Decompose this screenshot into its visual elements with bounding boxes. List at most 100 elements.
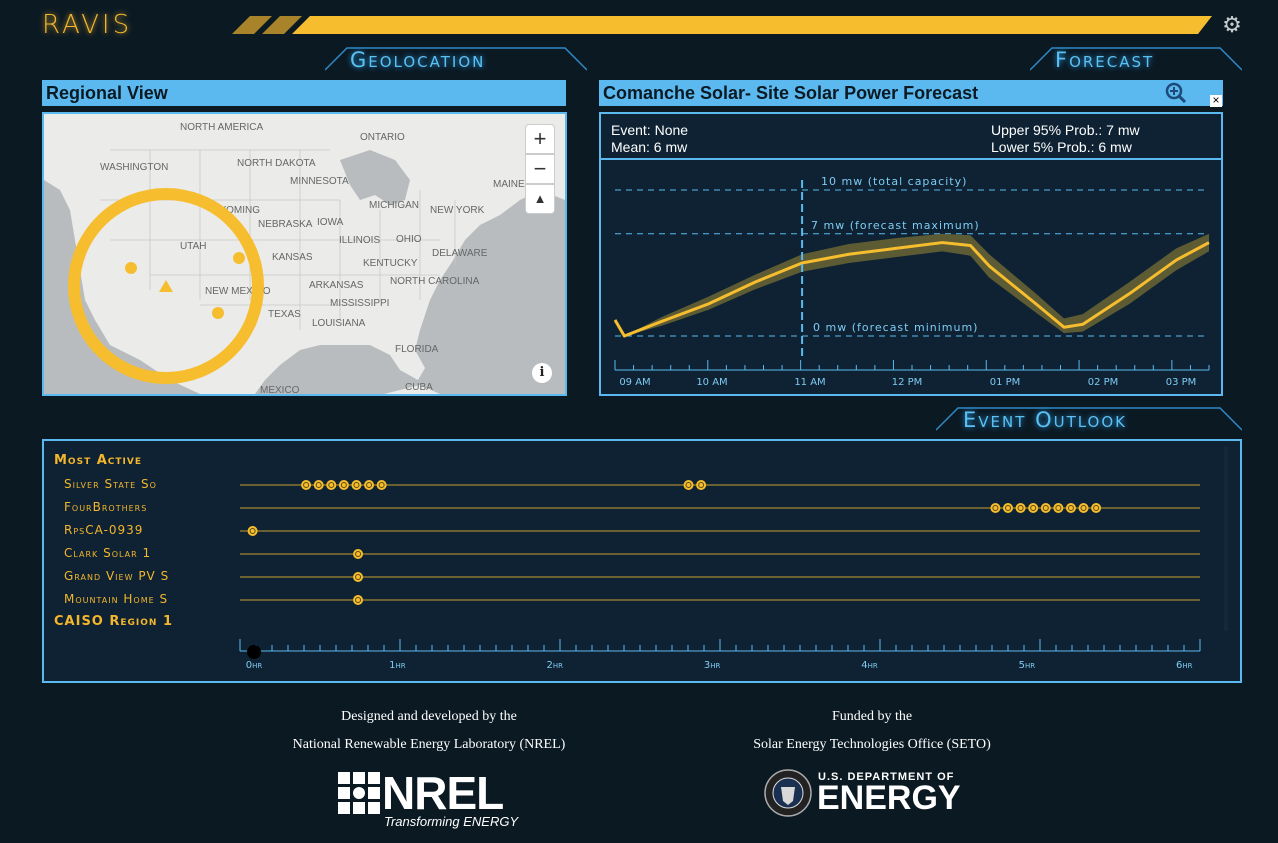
regional-view-title: Regional View (42, 80, 566, 106)
compass-button[interactable]: ▲ (525, 184, 555, 214)
regional-view-title-text: Regional View (46, 83, 168, 103)
event-marker[interactable] (326, 480, 337, 490)
zoom-in-button[interactable]: + (525, 124, 555, 154)
event-marker-ring (378, 482, 385, 488)
event-marker[interactable] (683, 480, 694, 490)
event-marker-ring (1055, 505, 1062, 511)
event-row-label[interactable]: Clark Solar 1 (64, 546, 152, 560)
site-marker[interactable] (233, 252, 245, 264)
event-marker[interactable] (1015, 503, 1026, 513)
event-marker[interactable] (353, 572, 364, 582)
map-canvas[interactable]: NORTH AMERICA ONTARIO WASHINGTON NORTH DAKO… (44, 114, 565, 394)
map-label: LOUISIANA (312, 318, 366, 329)
footer-nrel-name: National Renewable Energy Laboratory (NR… (292, 737, 566, 752)
gear-icon[interactable]: ⚙ (1222, 12, 1242, 37)
close-icon[interactable]: × (1210, 94, 1222, 107)
event-marker[interactable] (351, 480, 362, 490)
event-marker-ring (1093, 505, 1100, 511)
geolocation-section-title: Geolocation (350, 48, 486, 72)
event-marker-ring (992, 505, 999, 511)
x-tick-label: 12 PM (892, 377, 923, 388)
nrel-logo[interactable]: NREL Transforming ENERGY (338, 767, 518, 829)
x-tick-label: 02 PM (1088, 377, 1119, 388)
event-marker[interactable] (353, 595, 364, 605)
info-icon[interactable]: i (532, 363, 552, 383)
event-marker-ring (249, 528, 256, 534)
footer-seto-name: Solar Energy Technologies Office (SETO) (753, 737, 991, 752)
time-tick-label: 0hr (246, 660, 263, 671)
forecast-title: Comanche Solar- Site Solar Power Forecas… (599, 80, 1223, 106)
site-marker[interactable] (125, 262, 137, 274)
event-marker[interactable] (1003, 503, 1013, 513)
map-label: IOWA (317, 217, 344, 228)
selected-site-marker[interactable] (159, 280, 173, 292)
forecast-panel: Event: None Mean: 6 mw Upper 95% Prob.: … (599, 112, 1223, 396)
event-marker[interactable] (1053, 503, 1064, 513)
event-marker[interactable] (1040, 503, 1051, 513)
time-tick-label: 1hr (389, 660, 406, 671)
nrel-emblem-icon (338, 772, 380, 814)
x-tick-label: 03 PM (1166, 377, 1197, 388)
map-label: NORTH AMERICA (180, 122, 263, 133)
group-caiso-region-1[interactable]: CAISO Region 1 (54, 614, 174, 629)
event-marker-ring (355, 574, 362, 580)
lower-prob-status: Lower 5% Prob.: 6 mw (991, 139, 1132, 155)
state-borders (100, 149, 456, 330)
event-marker[interactable] (313, 480, 324, 490)
event-outlook-section-title: Event Outlook (963, 408, 1128, 432)
x-tick-label: 09 AM (619, 377, 650, 388)
x-tick-label: 10 AM (696, 377, 727, 388)
footer-designed-by: Designed and developed by the (341, 709, 517, 724)
event-marker[interactable] (1078, 503, 1089, 513)
time-tick-label: 4hr (861, 660, 878, 671)
event-marker[interactable] (376, 480, 387, 490)
forecast-chart[interactable]: 10 mw (total capacity) 7 mw (forecast max… (601, 160, 1221, 394)
event-marker[interactable] (338, 480, 349, 490)
regional-map[interactable]: NORTH AMERICA ONTARIO WASHINGTON NORTH DAKO… (42, 112, 567, 396)
nrel-wordmark: NREL (382, 767, 504, 819)
confidence-band (615, 233, 1209, 336)
scrollbar[interactable] (1224, 447, 1228, 631)
event-marker-ring (340, 482, 347, 488)
timeline-scrubber-handle[interactable] (247, 645, 261, 659)
map-label: MAINE (493, 179, 525, 190)
event-marker[interactable] (990, 503, 1001, 513)
header-bar (232, 16, 1212, 34)
time-tick-label: 6hr (1176, 660, 1193, 671)
map-label: TEXAS (268, 309, 301, 320)
event-row-label[interactable]: Silver State So (64, 477, 157, 491)
ref-line-label: 10 mw (total capacity) (821, 175, 967, 188)
event-row-label[interactable]: RpsCA-0939 (64, 523, 144, 537)
mean-forecast-line[interactable] (613, 241, 1210, 338)
event-marker-ring (328, 482, 335, 488)
map-label: FLORIDA (395, 344, 439, 355)
map-label: MINNESOTA (290, 176, 349, 187)
event-row-label[interactable]: FourBrothers (64, 500, 148, 514)
event-marker[interactable] (364, 480, 375, 490)
map-label: NEW MEXICO (205, 286, 271, 297)
map-label: DELAWARE (432, 248, 488, 259)
site-marker[interactable] (212, 307, 224, 319)
event-marker[interactable] (301, 480, 312, 490)
event-marker[interactable] (247, 526, 258, 536)
event-marker[interactable] (696, 480, 707, 490)
forecast-header-frame (1030, 47, 1242, 71)
doe-logo[interactable]: U.S. DEPARTMENT OF ENERGY (764, 769, 961, 822)
event-marker[interactable] (353, 549, 364, 559)
x-tick-label: 11 AM (794, 377, 825, 388)
map-label: MEXICO (260, 385, 300, 394)
zoom-out-button[interactable]: − (525, 154, 555, 184)
map-label: WYOMING (210, 205, 260, 216)
event-row-label[interactable]: Mountain Home S (64, 592, 169, 606)
map-label: UTAH (180, 241, 206, 252)
region-circle[interactable] (68, 188, 264, 384)
event-marker-ring (315, 482, 322, 488)
event-marker[interactable] (1028, 503, 1039, 513)
event-marker[interactable] (1065, 503, 1076, 513)
event-marker-ring (303, 482, 310, 488)
upper-prob-status: Upper 95% Prob.: 7 mw (991, 122, 1140, 138)
zoom-magnifier-icon[interactable] (1165, 82, 1187, 104)
event-row-label[interactable]: Grand View PV S (64, 569, 170, 583)
event-timeline[interactable]: 0hr 1hr 2hr 3hr 4hr 5hr 6hr (42, 439, 1242, 683)
event-marker[interactable] (1091, 503, 1102, 513)
